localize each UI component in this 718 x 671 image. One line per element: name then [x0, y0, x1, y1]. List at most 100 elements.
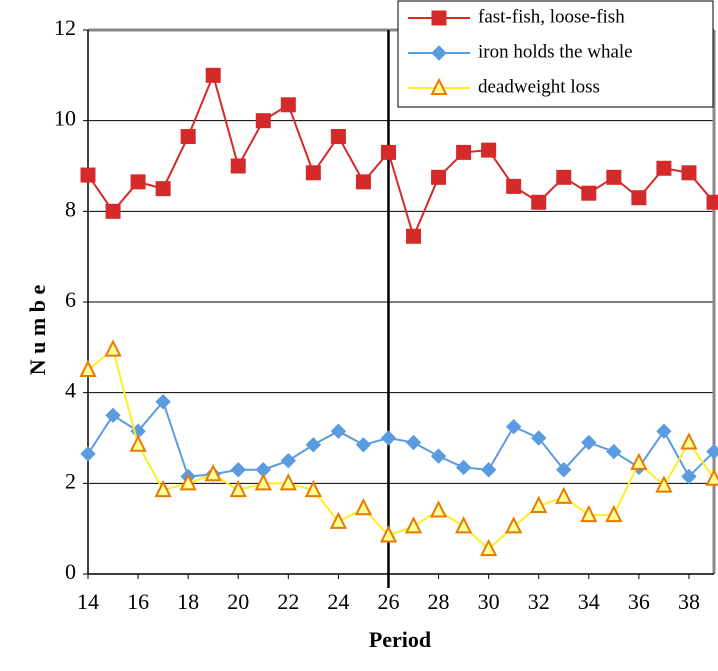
y-axis-label: N u m b e — [25, 285, 50, 376]
y-tick-label: 12 — [54, 15, 76, 40]
x-tick-label: 32 — [528, 589, 550, 614]
point — [681, 165, 697, 181]
point — [481, 142, 497, 158]
point — [280, 452, 297, 469]
point — [305, 437, 322, 453]
point — [480, 538, 498, 557]
point — [606, 169, 622, 185]
point — [655, 475, 673, 493]
point — [254, 473, 272, 491]
point — [230, 462, 246, 478]
point — [279, 473, 297, 491]
point — [130, 174, 146, 190]
point — [104, 339, 122, 357]
point — [80, 167, 96, 183]
point — [229, 479, 247, 498]
point — [380, 430, 397, 446]
point — [681, 468, 697, 485]
point — [305, 165, 321, 181]
point — [431, 169, 447, 185]
x-tick-label: 34 — [578, 589, 600, 614]
point — [404, 516, 423, 534]
point — [154, 479, 172, 498]
point — [155, 181, 171, 197]
x-axis-label: Period — [369, 627, 431, 652]
point — [556, 169, 572, 185]
point — [105, 203, 121, 219]
point — [705, 468, 718, 486]
point — [330, 423, 347, 439]
point — [606, 443, 622, 460]
point — [354, 498, 373, 516]
y-tick-label: 6 — [65, 287, 76, 312]
point — [656, 160, 672, 176]
point — [205, 67, 221, 83]
point — [680, 432, 698, 450]
marker — [431, 10, 447, 26]
x-tick-label: 16 — [127, 589, 149, 614]
point — [706, 194, 718, 210]
point — [454, 516, 473, 534]
marker — [430, 77, 448, 95]
legend-label: deadweight loss — [478, 76, 600, 97]
point — [255, 113, 271, 129]
y-tick-label: 10 — [54, 106, 76, 131]
point — [630, 452, 648, 470]
point — [230, 158, 246, 174]
x-tick-label: 18 — [177, 589, 199, 614]
point — [105, 407, 121, 424]
point — [505, 418, 522, 435]
legend: fast-fish, loose-fish iron holds the whal… — [397, 0, 714, 108]
point — [155, 394, 171, 410]
x-tick-label: 36 — [628, 589, 650, 614]
point — [406, 228, 422, 244]
point — [531, 430, 547, 446]
y-tick-label: 4 — [65, 378, 76, 403]
point — [80, 446, 96, 462]
point — [480, 462, 497, 478]
point — [506, 178, 522, 194]
x-tick-label: 30 — [478, 589, 500, 614]
point — [556, 462, 572, 478]
point — [430, 448, 447, 464]
point — [455, 459, 472, 476]
legend-label: iron holds the whale — [478, 41, 633, 62]
point — [180, 129, 196, 145]
point — [531, 194, 547, 210]
legend-label: fast-fish, loose-fish — [478, 6, 625, 27]
point — [405, 434, 422, 451]
marker — [431, 45, 447, 61]
point — [706, 443, 718, 460]
point — [329, 511, 348, 529]
x-tick-label: 26 — [377, 589, 399, 614]
point — [79, 359, 97, 377]
point — [580, 504, 598, 523]
y-tick-label: 8 — [65, 196, 76, 221]
x-tick-label: 20 — [227, 589, 249, 614]
point — [555, 486, 573, 504]
point — [505, 516, 523, 534]
point — [355, 437, 372, 453]
point — [581, 434, 597, 451]
y-tick-label: 0 — [65, 559, 76, 584]
point — [631, 190, 647, 206]
point — [304, 479, 322, 498]
x-tick-label: 38 — [678, 589, 700, 614]
point — [355, 174, 371, 190]
point — [179, 473, 197, 491]
point — [456, 144, 472, 160]
point — [204, 464, 222, 482]
y-tick-label: 2 — [65, 468, 76, 493]
point — [530, 495, 548, 513]
point — [379, 525, 398, 543]
x-tick-label: 28 — [428, 589, 450, 614]
point — [280, 97, 296, 113]
point — [330, 129, 346, 145]
point — [581, 185, 597, 201]
point — [656, 423, 672, 439]
point — [429, 500, 448, 518]
x-tick-label: 14 — [77, 589, 99, 614]
x-tick-label: 22 — [277, 589, 299, 614]
point — [380, 144, 396, 160]
